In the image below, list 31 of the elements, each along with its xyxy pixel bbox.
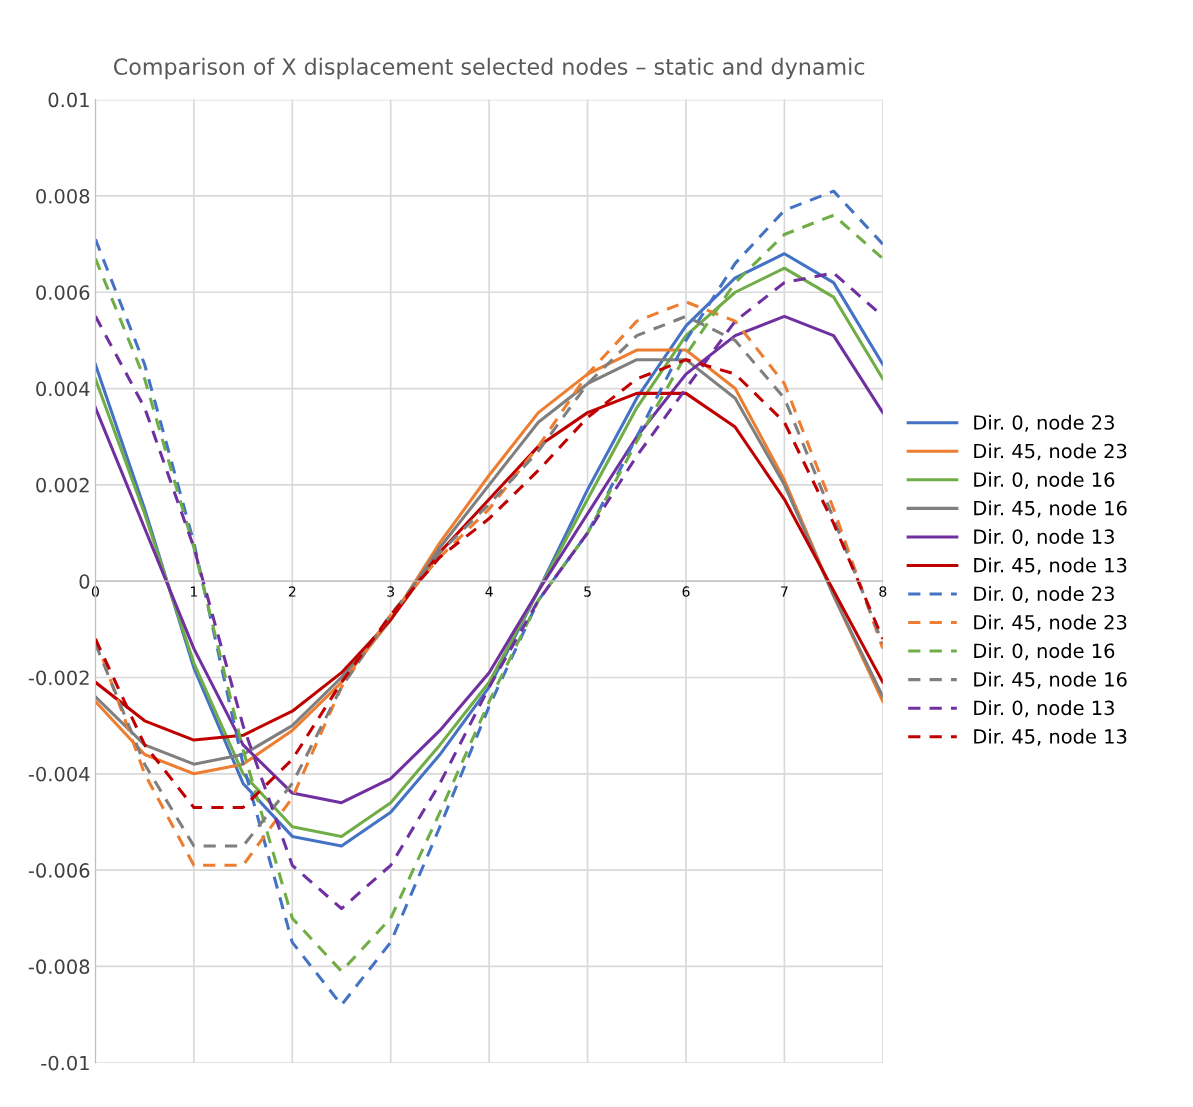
y-tick-label: 0.006 (36, 285, 90, 300)
legend-label: Dir. 0, node 23 (974, 414, 1114, 432)
legend-label: Dir. 0, node 16 (974, 471, 1115, 489)
x-tick-label: 3 (387, 586, 395, 597)
legend-label: Dir. 0, node 16 (974, 643, 1115, 661)
y-tick-label: 0.004 (36, 381, 90, 397)
x-tick-label: 2 (288, 586, 296, 597)
x-tick-label: 5 (584, 586, 591, 597)
y-tick-label: -0.006 (28, 863, 90, 878)
y-tick-label: 0.008 (36, 188, 90, 204)
x-tick-label: 7 (781, 586, 788, 597)
y-tick-label: 0.01 (48, 92, 89, 108)
legend-label: Dir. 0, node 23 (974, 586, 1114, 604)
y-tick-label: -0.004 (28, 766, 90, 782)
x-tick-label: 1 (190, 586, 197, 597)
y-tick-label: 0.002 (36, 477, 89, 493)
legend-label: Dir. 45, node 13 (974, 728, 1127, 746)
legend-label: Dir. 0, node 13 (974, 700, 1114, 718)
legend-label: Dir. 45, node 23 (974, 443, 1127, 461)
x-tick-label: 6 (682, 586, 690, 597)
chart-title: Comparison of X displacement selected nodes – static and dynamic (113, 57, 865, 80)
legend-label: Dir. 0, node 13 (974, 528, 1114, 546)
y-tick-label: -0.002 (28, 670, 89, 686)
legend-label: Dir. 45, node 23 (974, 614, 1127, 632)
legend-label: Dir. 45, node 16 (974, 500, 1127, 518)
y-tick-label: -0.01 (41, 1055, 89, 1071)
legend-label: Dir. 45, node 13 (974, 557, 1127, 575)
x-tick-label: 8 (879, 586, 887, 597)
x-tick-label: 4 (485, 586, 493, 597)
y-tick-label: -0.008 (28, 959, 90, 975)
legend-label: Dir. 45, node 16 (974, 671, 1127, 689)
